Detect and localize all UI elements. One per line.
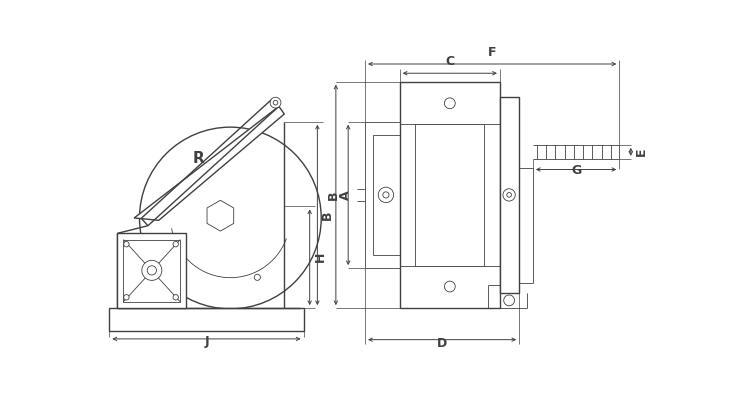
Text: R: R (192, 151, 204, 166)
Circle shape (507, 193, 512, 197)
Circle shape (142, 260, 162, 280)
Circle shape (378, 187, 394, 202)
Bar (400, 82, 500, 308)
Bar (117, 233, 187, 308)
Text: C: C (446, 55, 454, 68)
Bar (500, 97, 519, 293)
Circle shape (140, 127, 321, 309)
Circle shape (173, 241, 178, 247)
Bar (365, 122, 400, 268)
Text: B: B (327, 190, 340, 200)
Text: A: A (339, 190, 352, 200)
Polygon shape (134, 107, 284, 220)
Circle shape (503, 189, 515, 201)
Text: F: F (488, 46, 496, 59)
Circle shape (173, 294, 178, 300)
Bar (123, 240, 180, 302)
Bar (416, 124, 484, 266)
Text: E: E (634, 147, 647, 156)
Text: D: D (437, 337, 447, 350)
Bar (373, 135, 400, 255)
Text: B: B (321, 210, 334, 220)
Polygon shape (207, 200, 234, 231)
Bar (110, 308, 304, 331)
Text: J: J (204, 335, 209, 348)
Circle shape (445, 281, 455, 292)
Circle shape (124, 241, 129, 247)
Circle shape (382, 192, 389, 198)
Text: H: H (314, 252, 326, 262)
Circle shape (445, 98, 455, 109)
Circle shape (504, 295, 515, 306)
Circle shape (254, 274, 260, 280)
Circle shape (273, 100, 278, 105)
Circle shape (270, 97, 281, 108)
Circle shape (147, 266, 157, 275)
Circle shape (124, 294, 129, 300)
Text: G: G (571, 164, 581, 177)
